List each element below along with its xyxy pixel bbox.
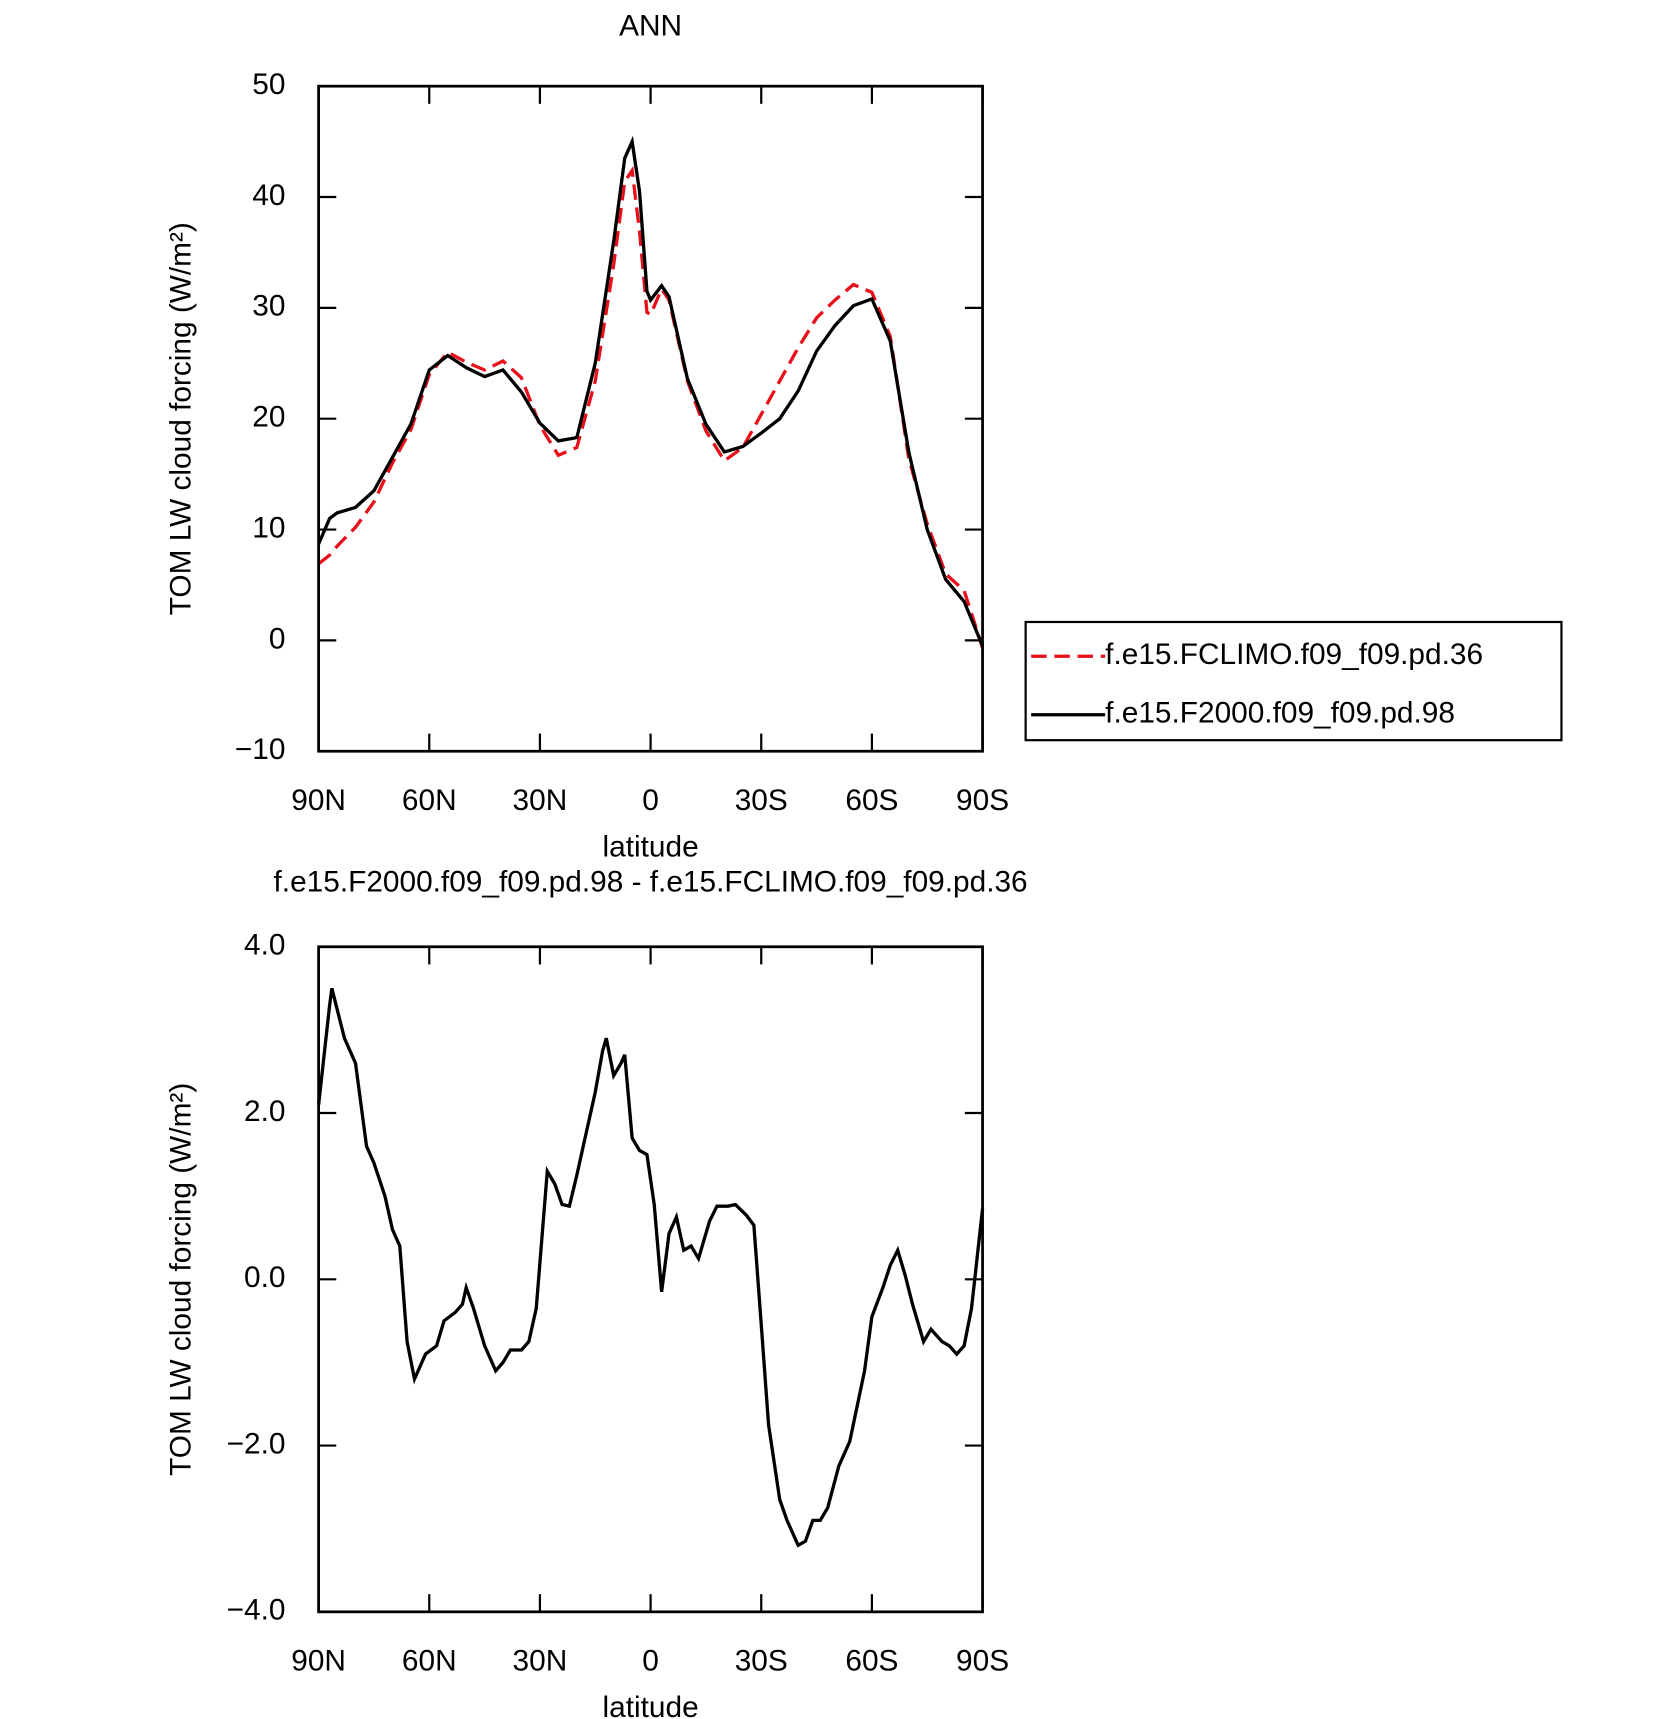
x-tick-label: 30S xyxy=(735,1645,788,1678)
x-tick-label: 0 xyxy=(642,784,659,817)
x-tick-label: 90S xyxy=(956,1645,1009,1678)
x-tick-label: 60N xyxy=(402,1645,457,1678)
y-tick-label: −4.0 xyxy=(227,1594,286,1627)
x-tick-label: 90S xyxy=(956,784,1009,817)
chart-title: ANN xyxy=(619,9,682,42)
x-tick-label: 60N xyxy=(402,784,457,817)
data-line xyxy=(317,165,985,649)
y-tick-label: −10 xyxy=(235,733,286,766)
x-tick-label: 30S xyxy=(735,784,788,817)
plot-frame xyxy=(317,945,984,1614)
y-tick-label: 0.0 xyxy=(244,1261,285,1294)
legend-label: f.e15.FCLIMO.f09_f09.pd.36 xyxy=(1105,638,1483,671)
y-tick-label: 2.0 xyxy=(244,1095,285,1128)
data-line xyxy=(316,987,985,1548)
legend-box xyxy=(1024,620,1563,742)
y-axis-label: TOM LW cloud forcing (W/m²) xyxy=(165,222,198,615)
y-tick-label: 4.0 xyxy=(244,929,285,962)
y-tick-label: 30 xyxy=(252,290,285,323)
y-tick-label: 20 xyxy=(252,401,285,434)
y-tick-label: 0 xyxy=(269,622,286,655)
x-axis-label: latitude xyxy=(603,830,699,863)
x-tick-label: 30N xyxy=(513,1645,568,1678)
x-tick-label: 90N xyxy=(291,1645,346,1678)
plot-frame xyxy=(317,84,984,753)
x-tick-label: 60S xyxy=(845,1645,898,1678)
y-tick-label: −2.0 xyxy=(227,1427,286,1460)
y-tick-label: 40 xyxy=(252,179,285,212)
x-tick-label: 60S xyxy=(845,784,898,817)
y-axis-label: TOM LW cloud forcing (W/m²) xyxy=(165,1083,198,1476)
x-tick-label: 90N xyxy=(291,784,346,817)
data-line xyxy=(317,135,985,647)
y-tick-label: 10 xyxy=(252,511,285,544)
legend-label: f.e15.F2000.f09_f09.pd.98 xyxy=(1105,697,1455,730)
x-tick-label: 0 xyxy=(642,1645,659,1678)
chart-title: f.e15.F2000.f09_f09.pd.98 - f.e15.FCLIMO… xyxy=(274,866,1028,899)
x-tick-label: 30N xyxy=(513,784,568,817)
x-axis-label: latitude xyxy=(603,1691,699,1719)
y-tick-label: 50 xyxy=(252,68,285,101)
